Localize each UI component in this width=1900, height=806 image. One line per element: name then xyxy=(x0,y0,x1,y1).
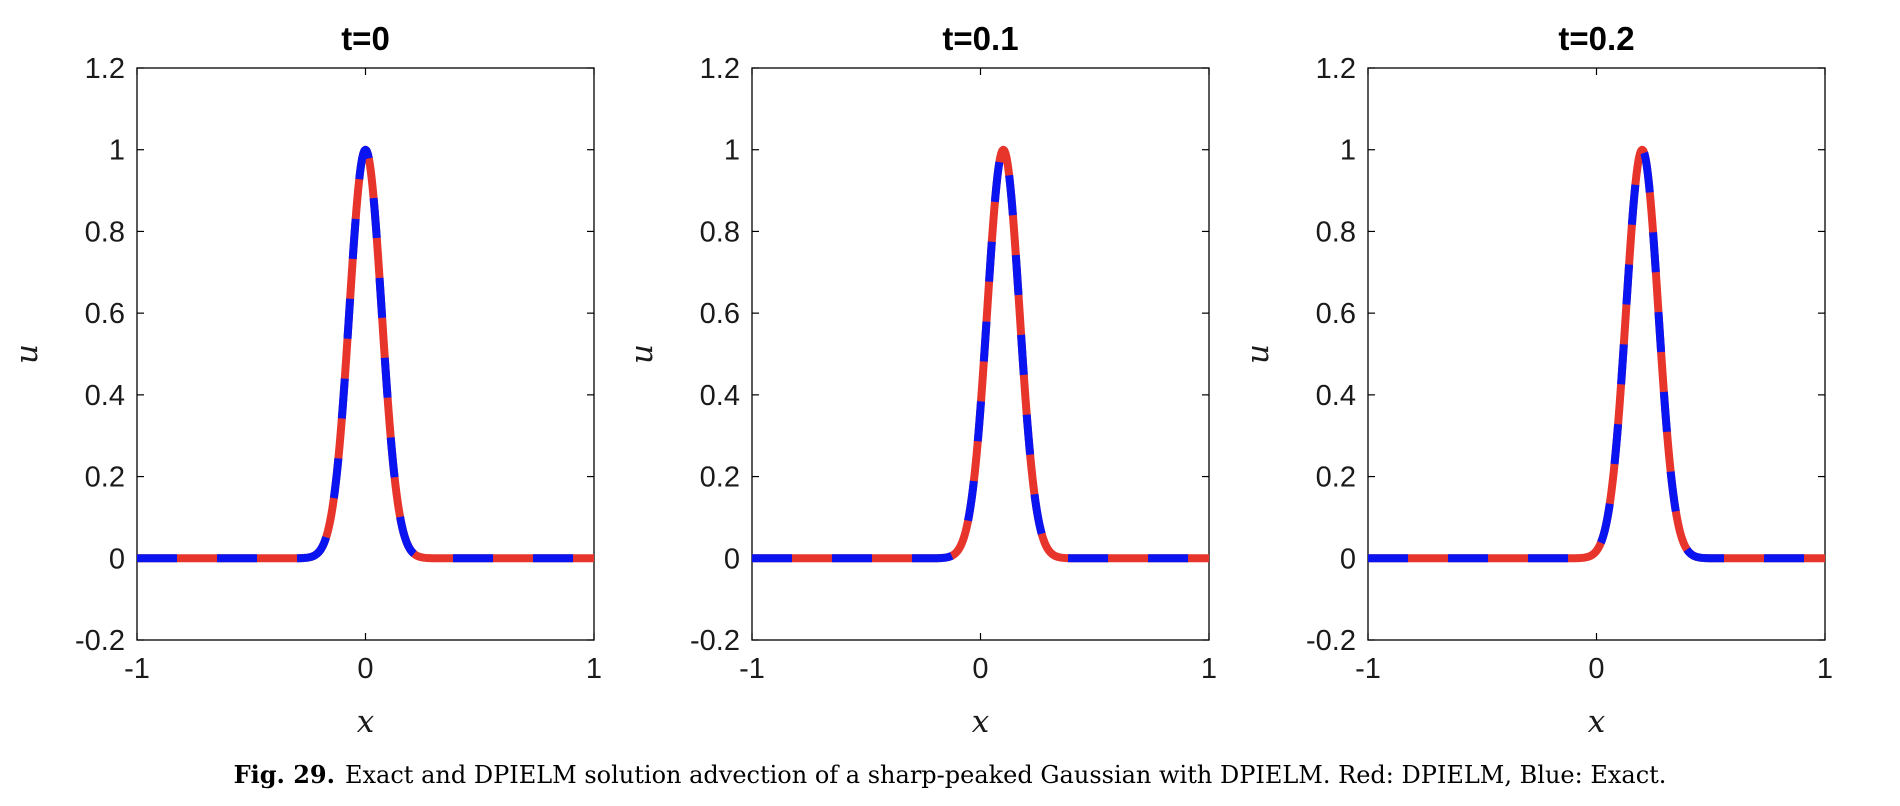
y-tick-label: 0.4 xyxy=(1316,380,1356,412)
caption-text: Exact and DPIELM solution advection of a… xyxy=(344,761,1667,789)
y-tick-label: 0.8 xyxy=(85,216,125,248)
x-tick-label: 1 xyxy=(586,653,602,685)
x-axis-label: x xyxy=(357,704,375,740)
caption-label: Fig. 29. xyxy=(233,760,335,789)
y-tick-label: 0.4 xyxy=(85,380,125,412)
series-line-dpielm xyxy=(1368,145,1825,563)
y-tick-label: 1.2 xyxy=(1316,53,1356,85)
y-tick-label: 0.2 xyxy=(700,462,740,494)
y-axis-label: u xyxy=(9,344,45,364)
y-tick-label: 1 xyxy=(1340,135,1356,167)
y-tick-label: 1.2 xyxy=(85,53,125,85)
chart-panel-1: -0.2 0 0.2 0.4 0.6 0.8 1 1.2 -1 0 1 t=0 x u xyxy=(9,20,602,740)
x-axis-label: x xyxy=(1588,704,1606,740)
y-tick-label: 0.8 xyxy=(1316,216,1356,248)
y-tick-label: 1.2 xyxy=(700,53,740,85)
chart-title: t=0.1 xyxy=(942,20,1018,57)
chart-panel-2: -0.2 0 0.2 0.4 0.6 0.8 1 1.2 -1 0 1 t=0.1 x u xyxy=(624,20,1217,740)
x-tick-label: 0 xyxy=(357,653,373,685)
y-tick-label: 0.2 xyxy=(85,462,125,494)
y-tick-label: 0 xyxy=(1340,543,1356,575)
chart-panel-3: -0.2 0 0.2 0.4 0.6 0.8 1 1.2 -1 0 1 t=0.2 x u xyxy=(1240,20,1833,740)
y-tick-label: 0.6 xyxy=(700,298,740,330)
x-tick-label: -1 xyxy=(124,653,150,685)
y-tick-label: -0.2 xyxy=(1306,625,1356,657)
x-tick-label: -1 xyxy=(1355,653,1381,685)
x-tick-label: -1 xyxy=(739,653,765,685)
series-line-exact xyxy=(752,145,1209,563)
y-axis-label: u xyxy=(624,344,660,364)
y-tick-label: -0.2 xyxy=(75,625,125,657)
y-tick-label: 1 xyxy=(724,135,740,167)
y-tick-label: 0.6 xyxy=(85,298,125,330)
y-tick-label: 1 xyxy=(109,135,125,167)
figure-caption: Fig. 29. Exact and DPIELM solution advect… xyxy=(0,760,1900,789)
series-line-dpielm xyxy=(137,145,594,563)
series-line-exact xyxy=(137,145,594,563)
chart-title: t=0.2 xyxy=(1558,20,1634,57)
y-tick-label: 0.6 xyxy=(1316,298,1356,330)
y-tick-label: 0 xyxy=(724,543,740,575)
y-tick-label: 0.8 xyxy=(700,216,740,248)
chart-title: t=0 xyxy=(341,20,390,57)
series-line-exact xyxy=(1368,145,1825,563)
x-tick-label: 0 xyxy=(1588,653,1604,685)
y-tick-label: -0.2 xyxy=(690,625,740,657)
x-tick-label: 1 xyxy=(1201,653,1217,685)
y-tick-label: 0 xyxy=(109,543,125,575)
y-tick-label: 0.2 xyxy=(1316,462,1356,494)
y-axis-label: u xyxy=(1240,344,1276,364)
y-tick-label: 0.4 xyxy=(700,380,740,412)
x-axis-label: x xyxy=(972,704,990,740)
x-tick-label: 1 xyxy=(1817,653,1833,685)
x-tick-label: 0 xyxy=(972,653,988,685)
